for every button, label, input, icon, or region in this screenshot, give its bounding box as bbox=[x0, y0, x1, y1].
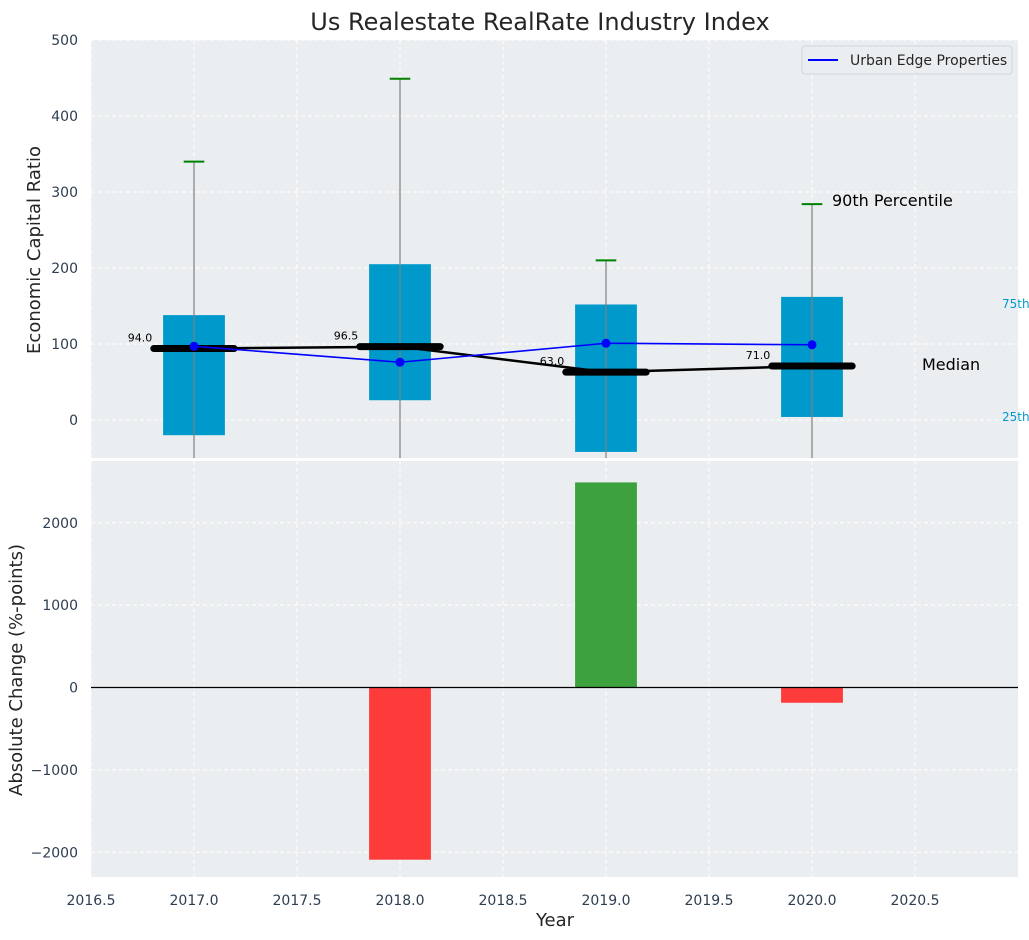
chart-title: Us Realestate RealRate Industry Index bbox=[310, 8, 769, 36]
annotation-median: Median bbox=[922, 355, 980, 374]
box-plots bbox=[163, 77, 843, 458]
annotation-90th-percentile: 90th Percentile bbox=[832, 191, 953, 210]
x-tick-label: 2018.5 bbox=[479, 893, 528, 909]
median-value-label: 63.0 bbox=[540, 355, 565, 368]
top-y-tick-label: 100 bbox=[51, 337, 78, 353]
top-y-tick-label: 300 bbox=[51, 185, 78, 201]
x-tick-label: 2019.0 bbox=[582, 893, 631, 909]
legend-box bbox=[801, 45, 1013, 75]
top-plot-area bbox=[91, 40, 1018, 458]
top-y-tick-label: 0 bbox=[69, 413, 78, 429]
legend: Urban Edge Properties bbox=[801, 45, 1013, 75]
x-tick-label: 2019.5 bbox=[685, 893, 734, 909]
x-axis-label: Year bbox=[535, 910, 575, 931]
change-bar bbox=[369, 687, 431, 860]
bottom-y-tick-label: −1000 bbox=[31, 763, 78, 779]
company-line bbox=[193, 342, 813, 364]
bottom-plot-area bbox=[91, 461, 1018, 877]
bottom-y-axis-label: Absolute Change (%-points) bbox=[6, 544, 27, 796]
bottom-y-tick-label: 0 bbox=[69, 681, 78, 697]
median-value-label: 96.5 bbox=[334, 330, 359, 343]
x-tick-label: 2017.5 bbox=[273, 893, 322, 909]
x-tick-label: 2016.5 bbox=[67, 893, 116, 909]
annotation-25th-percentile: 25th Percentile bbox=[1002, 410, 1029, 424]
change-bar bbox=[781, 687, 843, 703]
top-y-ticks: 0 100 200 300 400 500 bbox=[51, 33, 78, 429]
x-tick-label: 2020.0 bbox=[788, 893, 837, 909]
median-trend-line bbox=[193, 345, 813, 374]
median-value-label: 71.0 bbox=[746, 349, 771, 362]
bottom-y-ticks: −2000 −1000 0 1000 2000 bbox=[31, 516, 78, 862]
company-point bbox=[807, 340, 817, 350]
x-ticks: 2016.5 2017.0 2017.5 2018.0 2018.5 2019.0 2019… bbox=[67, 893, 940, 909]
company-point bbox=[189, 341, 199, 351]
x-tick-label: 2020.5 bbox=[891, 893, 940, 909]
top-gridlines bbox=[90, 39, 1018, 458]
bottom-y-tick-label: 2000 bbox=[42, 516, 78, 532]
annotation-75th-percentile: 75th Percentile bbox=[1002, 297, 1029, 311]
change-bar bbox=[575, 482, 637, 688]
median-value-label: 94.0 bbox=[128, 332, 153, 345]
bottom-y-tick-label: 1000 bbox=[42, 598, 78, 614]
top-y-tick-label: 500 bbox=[51, 33, 78, 49]
top-y-axis-label: Economic Capital Ratio bbox=[24, 146, 45, 354]
x-tick-label: 2017.0 bbox=[170, 893, 219, 909]
company-point bbox=[601, 338, 611, 348]
change-bars bbox=[369, 482, 843, 860]
x-tick-label: 2018.0 bbox=[376, 893, 425, 909]
company-series bbox=[189, 338, 817, 367]
company-point bbox=[395, 357, 405, 367]
median-line: 94.0 96.5 63.0 71.0 bbox=[128, 330, 856, 376]
top-y-tick-label: 400 bbox=[51, 109, 78, 125]
bottom-y-tick-label: −2000 bbox=[31, 845, 78, 861]
legend-label: Urban Edge Properties bbox=[850, 53, 1007, 69]
top-y-tick-label: 200 bbox=[51, 261, 78, 277]
